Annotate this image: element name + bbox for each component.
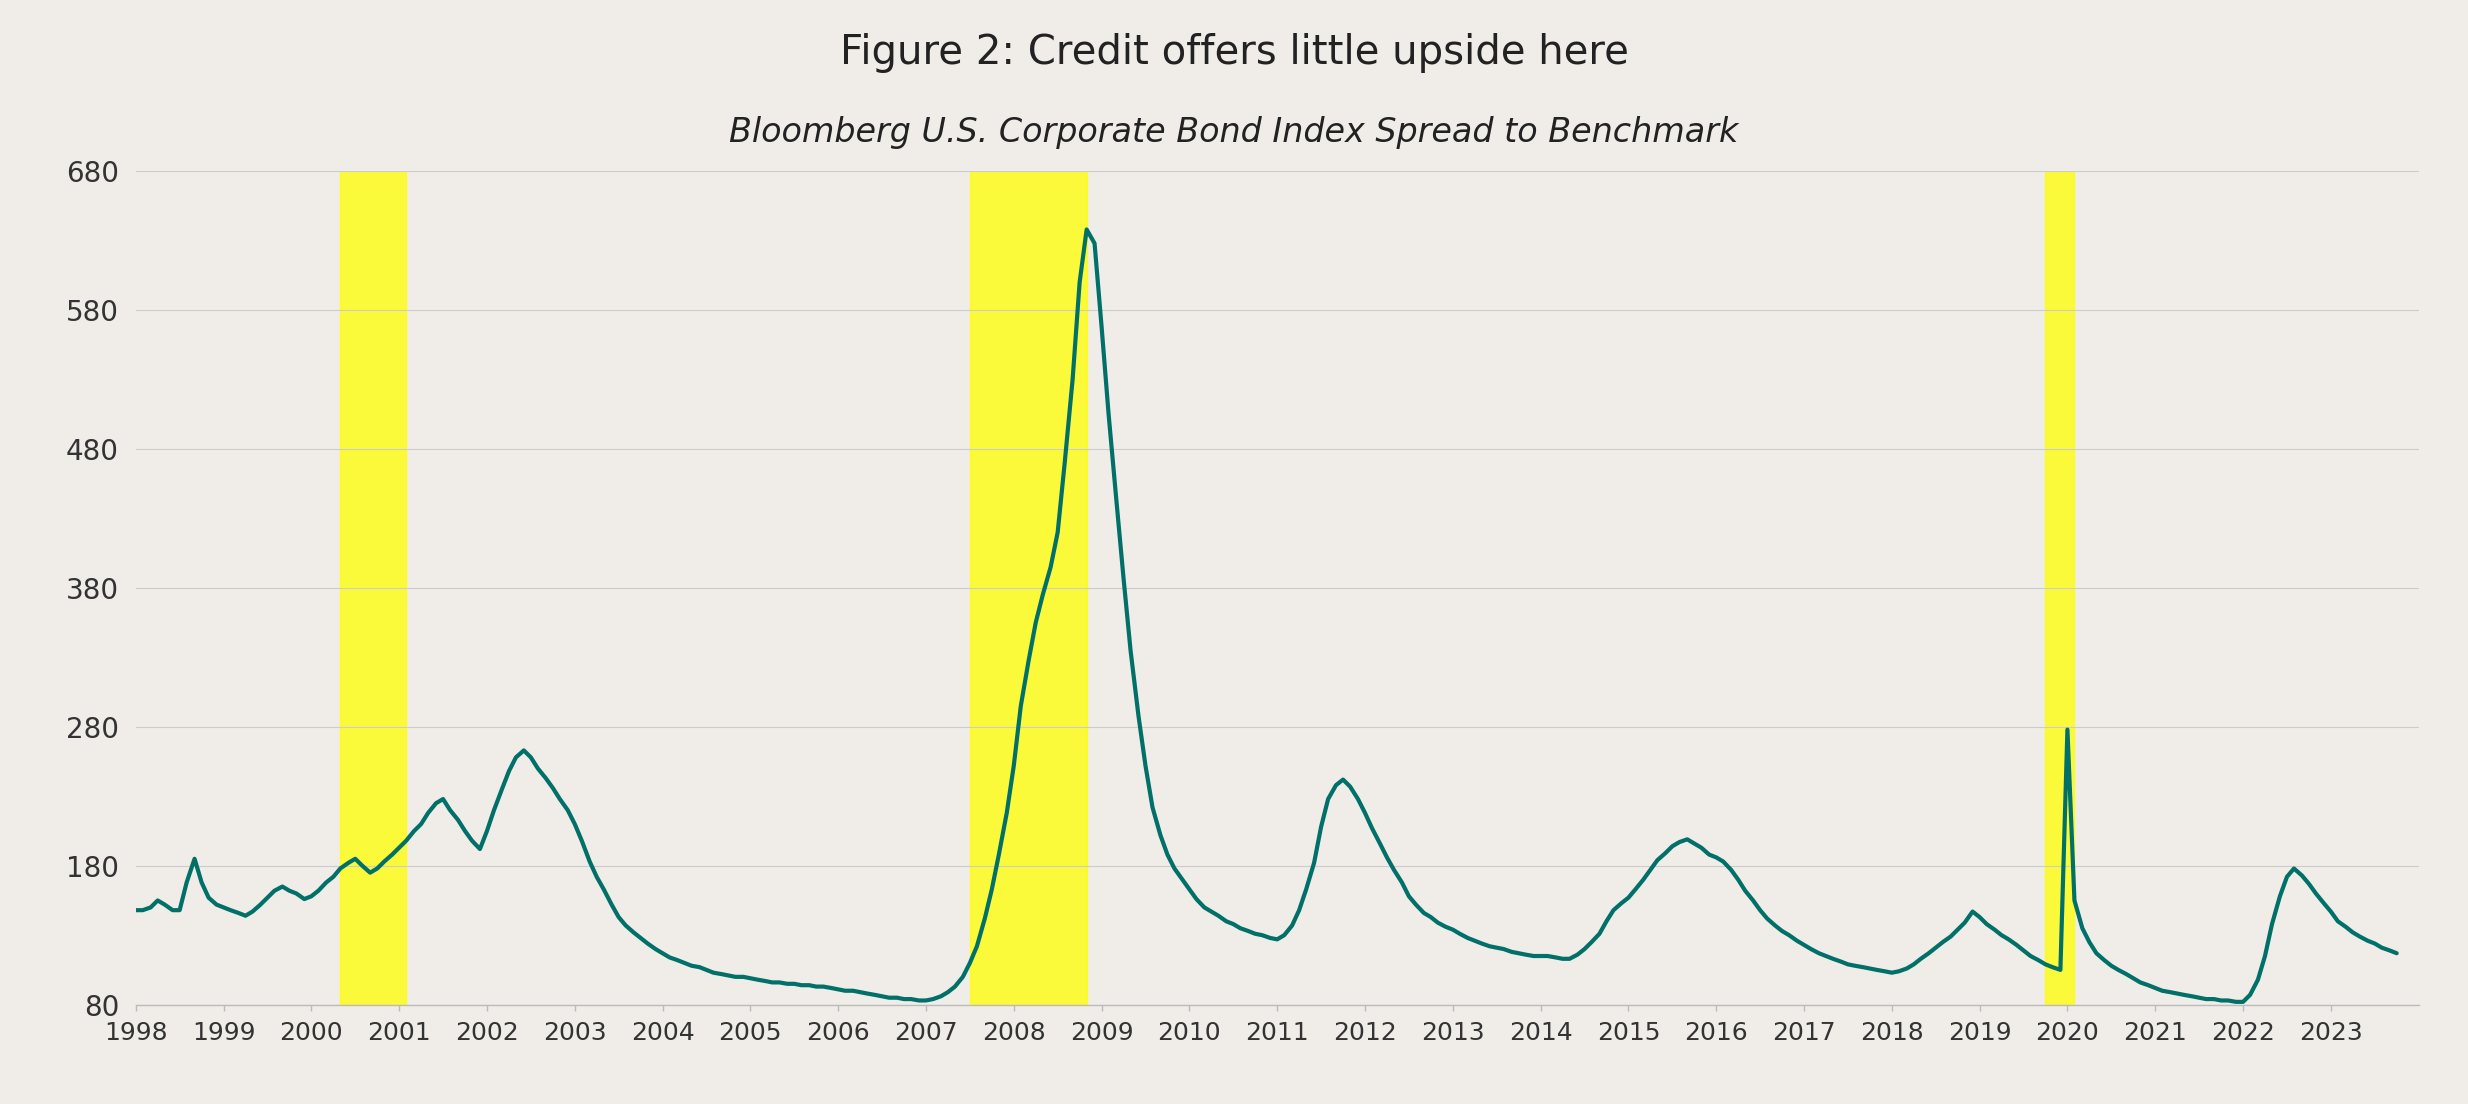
- Text: Figure 2: Credit offers little upside here: Figure 2: Credit offers little upside he…: [839, 33, 1629, 73]
- Bar: [341, 171, 407, 1005]
- Bar: [970, 171, 1086, 1005]
- Text: Bloomberg U.S. Corporate Bond Index Spread to Benchmark: Bloomberg U.S. Corporate Bond Index Spre…: [731, 116, 1737, 149]
- Bar: [2046, 171, 2076, 1005]
